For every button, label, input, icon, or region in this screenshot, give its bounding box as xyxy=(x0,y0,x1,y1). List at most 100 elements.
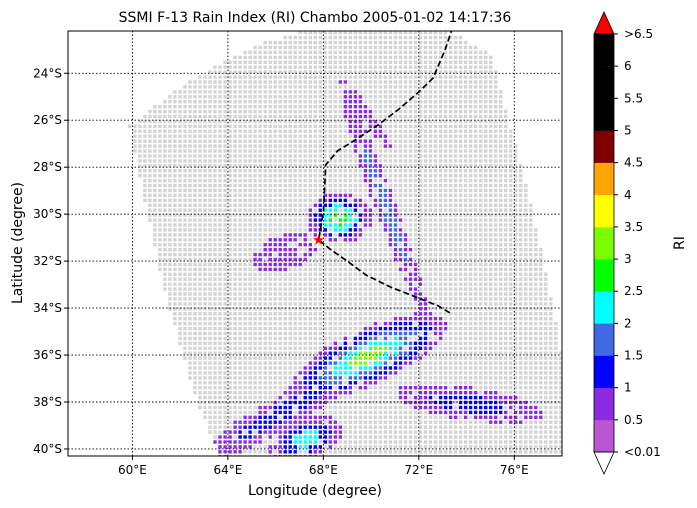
swath-pixel xyxy=(273,178,277,183)
swath-pixel xyxy=(484,198,488,203)
swath-pixel xyxy=(388,312,393,316)
swath-pixel xyxy=(318,262,322,267)
swath-pixel xyxy=(489,109,493,114)
swath-pixel xyxy=(378,267,383,272)
swath-pixel xyxy=(268,297,272,301)
swath-pixel xyxy=(499,149,503,153)
swath-pixel xyxy=(258,346,262,350)
swath-pixel xyxy=(393,297,398,301)
swath-pixel xyxy=(363,124,368,129)
swath-pixel xyxy=(198,356,202,360)
swath-pixel xyxy=(423,60,428,64)
swath-pixel xyxy=(489,139,493,143)
swath-pixel xyxy=(433,297,438,301)
swath-pixel xyxy=(428,65,433,69)
swath-pixel xyxy=(338,287,342,291)
swath-pixel xyxy=(353,262,358,267)
swath-pixel xyxy=(473,90,478,94)
swath-pixel xyxy=(499,351,503,355)
swath-pixel xyxy=(303,321,307,326)
swath-pixel xyxy=(448,154,453,158)
swath-pixel xyxy=(529,208,533,212)
swath-pixel xyxy=(163,198,167,203)
swath-pixel xyxy=(343,326,347,331)
swath-pixel xyxy=(363,100,368,104)
swath-pixel xyxy=(378,100,383,104)
swath-pixel xyxy=(479,70,483,74)
swath-pixel xyxy=(423,70,428,74)
swath-pixel xyxy=(403,272,408,276)
swath-pixel xyxy=(423,193,428,198)
swath-pixel xyxy=(468,282,473,286)
swath-pixel xyxy=(473,238,478,242)
swath-pixel xyxy=(323,336,327,341)
swath-pixel xyxy=(353,312,358,316)
swath-pixel xyxy=(524,218,528,222)
swath-pixel xyxy=(198,395,202,400)
swath-pixel xyxy=(403,45,408,50)
swath-pixel xyxy=(283,272,287,276)
swath-pixel xyxy=(338,238,342,242)
swath-pixel xyxy=(463,351,468,355)
swath-pixel xyxy=(423,213,428,217)
swath-pixel xyxy=(433,169,438,173)
swath-pixel xyxy=(343,65,347,69)
swath-pixel xyxy=(398,174,403,178)
swath-pixel xyxy=(298,159,302,163)
swath-pixel xyxy=(423,371,428,375)
swath-pixel xyxy=(213,159,217,163)
swath-pixel xyxy=(193,174,197,178)
swath-pixel xyxy=(258,55,262,60)
swath-pixel xyxy=(403,144,408,148)
swath-pixel xyxy=(499,312,503,316)
swath-pixel xyxy=(519,174,523,178)
swath-pixel xyxy=(489,100,493,104)
swath-pixel xyxy=(248,371,252,375)
swath-pixel xyxy=(293,159,297,163)
swath-pixel xyxy=(233,307,237,311)
swath-pixel xyxy=(298,238,302,242)
swath-pixel xyxy=(363,119,368,124)
swath-pixel xyxy=(273,75,277,79)
swath-pixel xyxy=(318,144,322,148)
swath-pixel xyxy=(343,267,347,272)
swath-pixel xyxy=(193,213,197,217)
swath-pixel xyxy=(428,90,433,94)
swath-pixel xyxy=(509,376,513,380)
swath-pixel xyxy=(494,381,498,385)
swath-pixel xyxy=(443,292,448,296)
swath-pixel xyxy=(298,356,302,360)
swath-pixel xyxy=(293,129,297,133)
swath-pixel xyxy=(263,400,267,405)
swath-pixel xyxy=(203,75,207,79)
swath-pixel xyxy=(233,321,237,326)
swath-pixel xyxy=(303,31,307,35)
swath-pixel xyxy=(273,134,277,138)
swath-pixel xyxy=(308,75,312,79)
swath-pixel xyxy=(233,395,237,400)
swath-pixel xyxy=(413,100,418,104)
swath-pixel xyxy=(148,134,152,138)
swath-pixel xyxy=(263,203,267,207)
swath-pixel xyxy=(504,317,508,321)
swath-pixel xyxy=(458,346,463,350)
swath-pixel xyxy=(539,302,543,306)
swath-pixel xyxy=(448,55,453,60)
swath-pixel xyxy=(423,50,428,55)
swath-pixel xyxy=(188,287,192,291)
swath-pixel xyxy=(208,420,212,424)
swath-pixel xyxy=(338,174,342,178)
swath-pixel xyxy=(258,149,262,153)
swath-pixel xyxy=(413,124,418,129)
swath-pixel xyxy=(313,410,317,415)
swath-pixel xyxy=(438,139,443,143)
swath-pixel xyxy=(363,262,368,267)
swath-pixel xyxy=(343,395,347,400)
swath-pixel xyxy=(218,297,222,301)
swath-pixel xyxy=(223,90,227,94)
swath-pixel xyxy=(198,297,202,301)
swath-pixel xyxy=(278,159,282,163)
swath-pixel xyxy=(183,233,187,237)
swath-pixel xyxy=(358,405,363,410)
swath-pixel xyxy=(198,164,202,168)
